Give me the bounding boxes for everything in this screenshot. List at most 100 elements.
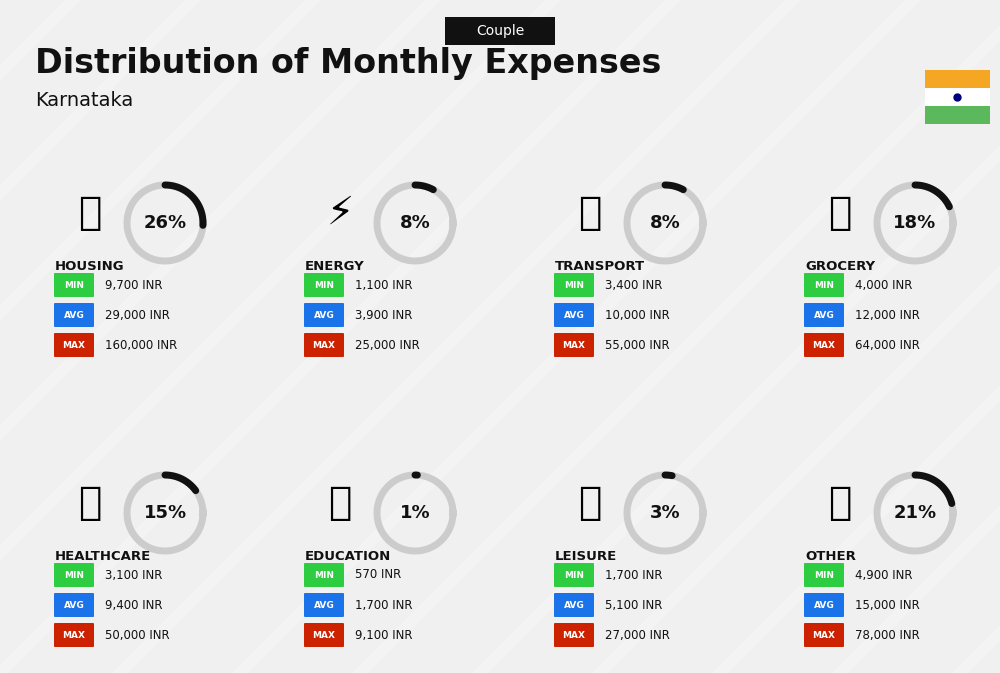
FancyBboxPatch shape (445, 17, 555, 45)
FancyBboxPatch shape (304, 623, 344, 647)
FancyBboxPatch shape (304, 303, 344, 327)
Text: MAX: MAX (62, 341, 86, 349)
FancyBboxPatch shape (54, 333, 94, 357)
FancyBboxPatch shape (804, 623, 844, 647)
Text: 🎓: 🎓 (328, 484, 352, 522)
Text: Karnataka: Karnataka (35, 92, 133, 110)
Text: 1,700 INR: 1,700 INR (605, 569, 662, 581)
FancyBboxPatch shape (925, 70, 990, 88)
Text: 9,100 INR: 9,100 INR (355, 629, 413, 641)
Text: 8%: 8% (650, 214, 680, 232)
Text: HOUSING: HOUSING (55, 260, 125, 273)
FancyBboxPatch shape (304, 333, 344, 357)
FancyBboxPatch shape (925, 106, 990, 124)
Text: 💰: 💰 (828, 484, 852, 522)
Text: AVG: AVG (814, 600, 834, 610)
Text: 3,900 INR: 3,900 INR (355, 308, 412, 322)
Text: 21%: 21% (893, 504, 937, 522)
Text: 29,000 INR: 29,000 INR (105, 308, 170, 322)
FancyBboxPatch shape (554, 333, 594, 357)
Text: ENERGY: ENERGY (305, 260, 365, 273)
Text: 3,400 INR: 3,400 INR (605, 279, 662, 291)
FancyBboxPatch shape (54, 563, 94, 587)
Text: 🏢: 🏢 (78, 194, 102, 232)
Text: ⚡: ⚡ (326, 194, 354, 232)
Text: AVG: AVG (564, 310, 584, 320)
Text: Couple: Couple (476, 24, 524, 38)
Text: 27,000 INR: 27,000 INR (605, 629, 670, 641)
FancyBboxPatch shape (554, 623, 594, 647)
Text: MIN: MIN (564, 281, 584, 289)
Text: AVG: AVG (64, 600, 84, 610)
Text: 🛍: 🛍 (578, 484, 602, 522)
Text: 1%: 1% (400, 504, 430, 522)
FancyBboxPatch shape (804, 303, 844, 327)
Text: 26%: 26% (143, 214, 187, 232)
Text: 4,900 INR: 4,900 INR (855, 569, 913, 581)
FancyBboxPatch shape (804, 593, 844, 617)
FancyBboxPatch shape (54, 273, 94, 297)
FancyBboxPatch shape (554, 563, 594, 587)
Text: 🚌: 🚌 (578, 194, 602, 232)
Text: 5,100 INR: 5,100 INR (605, 598, 662, 612)
Text: MAX: MAX (812, 631, 836, 639)
FancyBboxPatch shape (554, 593, 594, 617)
Text: MAX: MAX (562, 631, 586, 639)
Text: 160,000 INR: 160,000 INR (105, 339, 177, 351)
Text: Distribution of Monthly Expenses: Distribution of Monthly Expenses (35, 46, 661, 79)
Text: MAX: MAX (812, 341, 836, 349)
Text: MAX: MAX (62, 631, 86, 639)
Text: 10,000 INR: 10,000 INR (605, 308, 670, 322)
Text: MAX: MAX (312, 341, 336, 349)
FancyBboxPatch shape (554, 273, 594, 297)
Text: 9,400 INR: 9,400 INR (105, 598, 162, 612)
Text: 570 INR: 570 INR (355, 569, 401, 581)
Text: 15%: 15% (143, 504, 187, 522)
Text: AVG: AVG (64, 310, 84, 320)
Text: AVG: AVG (814, 310, 834, 320)
Text: 1,700 INR: 1,700 INR (355, 598, 413, 612)
Text: 9,700 INR: 9,700 INR (105, 279, 162, 291)
FancyBboxPatch shape (804, 333, 844, 357)
Text: 18%: 18% (893, 214, 937, 232)
FancyBboxPatch shape (304, 273, 344, 297)
FancyBboxPatch shape (304, 563, 344, 587)
Text: MIN: MIN (314, 571, 334, 579)
Text: 64,000 INR: 64,000 INR (855, 339, 920, 351)
FancyBboxPatch shape (554, 303, 594, 327)
Text: MIN: MIN (64, 281, 84, 289)
Text: 25,000 INR: 25,000 INR (355, 339, 420, 351)
FancyBboxPatch shape (804, 273, 844, 297)
Text: OTHER: OTHER (805, 550, 856, 563)
Text: LEISURE: LEISURE (555, 550, 617, 563)
Text: MIN: MIN (814, 281, 834, 289)
FancyBboxPatch shape (54, 593, 94, 617)
FancyBboxPatch shape (54, 623, 94, 647)
Text: MIN: MIN (814, 571, 834, 579)
FancyBboxPatch shape (54, 303, 94, 327)
Text: 3,100 INR: 3,100 INR (105, 569, 162, 581)
FancyBboxPatch shape (925, 88, 990, 106)
Text: 78,000 INR: 78,000 INR (855, 629, 920, 641)
Text: 4,000 INR: 4,000 INR (855, 279, 912, 291)
Text: TRANSPORT: TRANSPORT (555, 260, 645, 273)
Text: 1,100 INR: 1,100 INR (355, 279, 413, 291)
Text: 8%: 8% (400, 214, 430, 232)
Text: AVG: AVG (564, 600, 584, 610)
Text: AVG: AVG (314, 310, 334, 320)
Text: MIN: MIN (314, 281, 334, 289)
Text: 🛒: 🛒 (828, 194, 852, 232)
Text: HEALTHCARE: HEALTHCARE (55, 550, 151, 563)
Text: MAX: MAX (312, 631, 336, 639)
Text: MIN: MIN (64, 571, 84, 579)
Text: MIN: MIN (564, 571, 584, 579)
Text: 15,000 INR: 15,000 INR (855, 598, 920, 612)
Text: 50,000 INR: 50,000 INR (105, 629, 170, 641)
Text: 55,000 INR: 55,000 INR (605, 339, 670, 351)
Text: EDUCATION: EDUCATION (305, 550, 391, 563)
Text: MAX: MAX (562, 341, 586, 349)
Text: 3%: 3% (650, 504, 680, 522)
Text: 💗: 💗 (78, 484, 102, 522)
Text: 12,000 INR: 12,000 INR (855, 308, 920, 322)
FancyBboxPatch shape (304, 593, 344, 617)
